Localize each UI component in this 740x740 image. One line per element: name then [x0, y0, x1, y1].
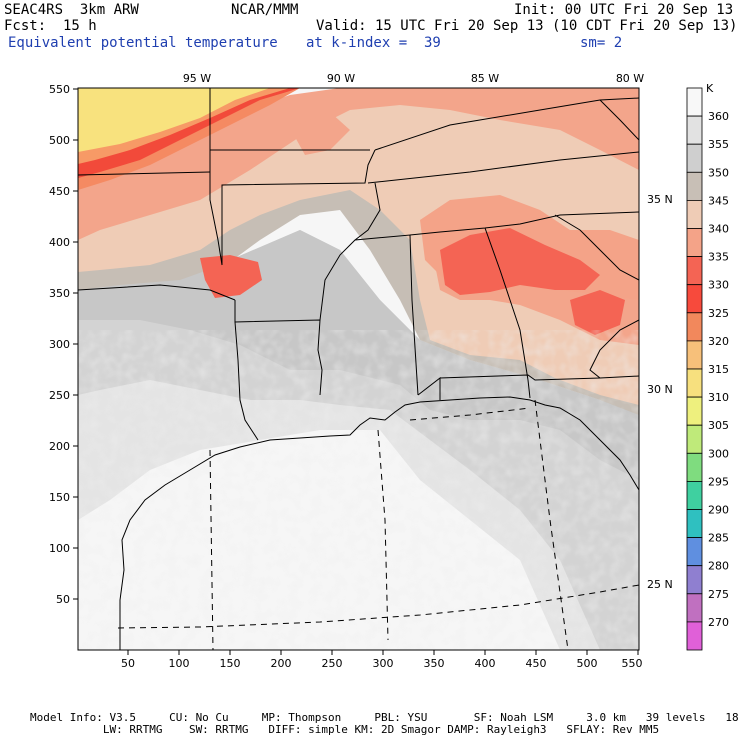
y-tick-label: 250	[49, 389, 70, 402]
colorbar-label: 305	[708, 419, 729, 432]
y-tick-label: 450	[49, 185, 70, 198]
colorbar-label: 270	[708, 616, 729, 629]
colorbar-label: 275	[708, 588, 729, 601]
longitude-label: 85 W	[471, 72, 499, 85]
latitude-labels: 35 N 30 N 25 N	[647, 193, 673, 591]
model-info-line1: Model Info: V3.5 CU: No Cu MP: Thompson …	[30, 711, 740, 724]
colorbar-swatch	[686, 87, 703, 117]
colorbar-swatch	[686, 143, 703, 173]
x-tick-labels: 50 100 150 200 250 300 350 400 450 500 5…	[121, 657, 643, 670]
colorbar-swatch	[686, 452, 703, 482]
colorbar-label: 355	[708, 138, 729, 151]
y-tick-label: 300	[49, 338, 70, 351]
colorbar-swatch	[686, 340, 703, 370]
axis-ticks	[73, 88, 639, 655]
model-info-line2: LW: RRTMG SW: RRTMG DIFF: simple KM: 2D …	[30, 723, 660, 736]
x-tick-label: 450	[526, 657, 547, 670]
colorbar-label: 290	[708, 504, 729, 517]
x-tick-label: 250	[322, 657, 343, 670]
x-tick-label: 150	[220, 657, 241, 670]
latitude-label: 25 N	[647, 578, 673, 591]
y-tick-labels: 550 500 450 400 350 300 250 200 150 100 …	[49, 83, 70, 606]
y-tick-label: 500	[49, 134, 70, 147]
y-tick-label: 350	[49, 287, 70, 300]
colorbar-swatch	[686, 256, 703, 286]
colorbar-swatch	[686, 593, 703, 623]
level-index: at k-index = 39	[306, 35, 441, 51]
longitude-label: 90 W	[327, 72, 355, 85]
colorbar-swatch	[686, 424, 703, 454]
colorbar-swatch	[686, 284, 703, 314]
colorbar-swatch	[686, 396, 703, 426]
colorbar-label: 360	[708, 110, 729, 123]
x-tick-label: 550	[622, 657, 643, 670]
field-name: Equivalent potential temperature	[8, 35, 278, 51]
forecast-hour: Fcst: 15 h	[4, 18, 97, 34]
colorbar-swatch	[686, 565, 703, 595]
colorbar-label: 325	[708, 307, 729, 320]
colorbar: K 360 355 350 345 340 335 330 325 320 315 310 305 30…	[686, 82, 729, 651]
state-borders	[78, 88, 639, 650]
latitude-label: 30 N	[647, 383, 673, 396]
y-tick-label: 400	[49, 236, 70, 249]
colorbar-label: 345	[708, 194, 729, 207]
colorbar-swatch	[686, 115, 703, 145]
colorbar-label: 320	[708, 335, 729, 348]
colorbar-label: 330	[708, 279, 729, 292]
colorbar-label: 335	[708, 251, 729, 264]
colorbar-label: 285	[708, 532, 729, 545]
valid-time: Valid: 15 UTC Fri 20 Sep 13 (10 CDT Fri …	[316, 18, 738, 34]
colorbar-unit: K	[706, 82, 714, 95]
colorbar-label: 340	[708, 223, 729, 236]
colorbar-label: 315	[708, 363, 729, 376]
x-tick-label: 300	[373, 657, 394, 670]
x-tick-label: 50	[121, 657, 135, 670]
x-tick-label: 100	[169, 657, 190, 670]
colorbar-swatch	[686, 312, 703, 342]
x-tick-label: 500	[577, 657, 598, 670]
colorbar-swatch	[686, 199, 703, 229]
colorbar-swatch	[686, 621, 703, 651]
colorbar-swatch	[686, 228, 703, 258]
colorbar-label: 295	[708, 475, 729, 488]
plot-frame	[77, 87, 640, 651]
smoothing: sm= 2	[580, 35, 623, 51]
theta-e-field	[78, 88, 639, 650]
colorbar-swatch	[686, 368, 703, 398]
colorbar-label: 300	[708, 447, 729, 460]
y-tick-label: 150	[49, 491, 70, 504]
y-tick-label: 100	[49, 542, 70, 555]
x-tick-label: 400	[475, 657, 496, 670]
init-time: Init: 00 UTC Fri 20 Sep 13	[514, 2, 734, 18]
org-name: NCAR/MMM	[231, 2, 299, 18]
colorbar-swatch	[686, 171, 703, 201]
colorbar-swatch	[686, 480, 703, 510]
colorbar-label: 280	[708, 560, 729, 573]
colorbar-swatch	[686, 537, 703, 567]
colorbar-label: 350	[708, 166, 729, 179]
longitude-label: 80 W	[616, 72, 644, 85]
model-name: SEAC4RS 3km ARW	[4, 2, 139, 18]
x-tick-label: 200	[271, 657, 292, 670]
colorbar-label: 310	[708, 391, 729, 404]
colorbar-swatch	[686, 509, 703, 539]
latitude-label: 35 N	[647, 193, 673, 206]
longitude-label: 95 W	[183, 72, 211, 85]
y-tick-label: 550	[49, 83, 70, 96]
domain-boundaries	[117, 399, 639, 650]
y-tick-label: 200	[49, 440, 70, 453]
y-tick-label: 50	[56, 593, 70, 606]
longitude-labels: 95 W 90 W 85 W 80 W	[183, 72, 644, 85]
x-tick-label: 350	[424, 657, 445, 670]
